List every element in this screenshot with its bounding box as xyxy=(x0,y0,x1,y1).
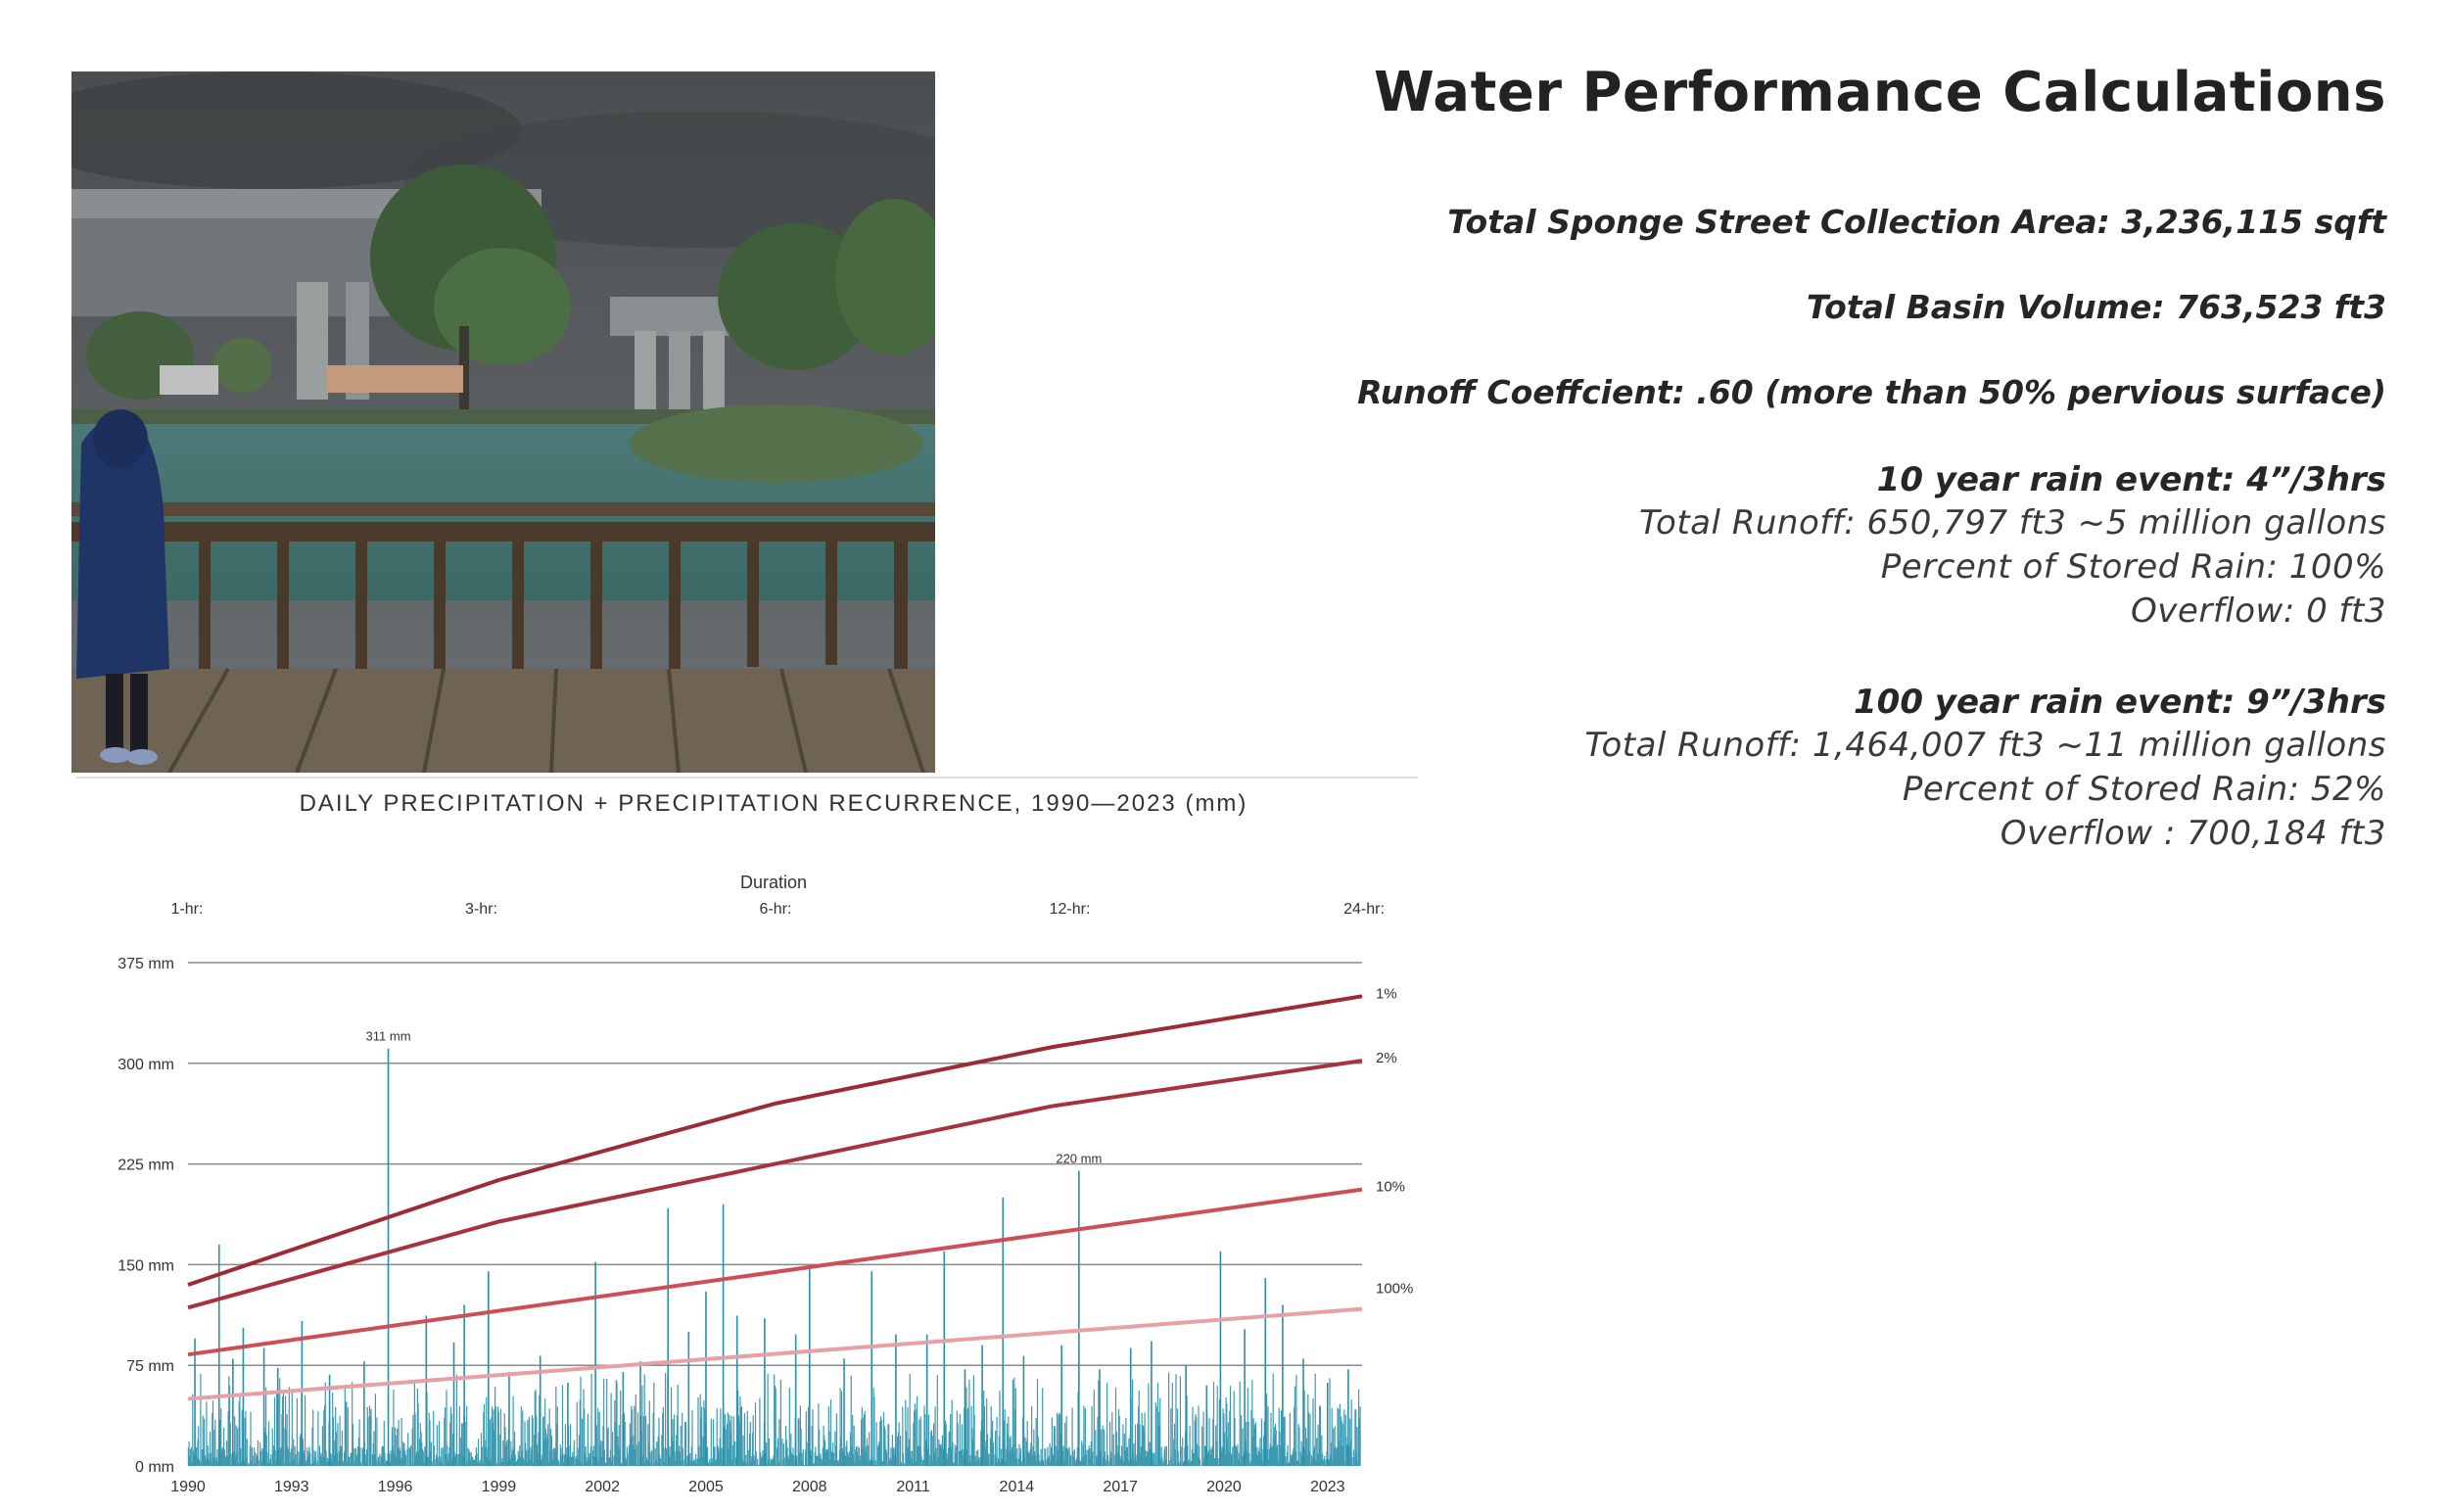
recurrence-curve xyxy=(187,1059,1363,1310)
peak-annotation: 311 mm xyxy=(366,1029,411,1044)
x-tick-label: 1993 xyxy=(274,1479,309,1495)
recurrence-curve xyxy=(187,1187,1363,1357)
water-performance-panel: Water Performance Calculations Total Spo… xyxy=(1231,61,2386,903)
y-tick-label: 225 mm xyxy=(118,1158,174,1174)
y-tick-label: 0 mm xyxy=(135,1459,174,1476)
stat-runoff-coefficient: Runoff Coeffcient: .60 (more than 50% pe… xyxy=(1357,373,2386,411)
y-tick-label: 150 mm xyxy=(118,1257,174,1274)
top-tick-label: 6-hr: xyxy=(760,901,792,918)
recurrence-label: 10% xyxy=(1376,1179,1405,1196)
event-total-runoff: Total Runoff: 1,464,007 ft3 ~11 million … xyxy=(1584,726,2386,765)
x-tick-label: 1999 xyxy=(482,1479,517,1495)
stat-basin-volume: Total Basin Volume: 763,523 ft3 xyxy=(1806,288,2386,326)
x-tick-label: 2017 xyxy=(1103,1479,1138,1495)
recurrence-label: 100% xyxy=(1376,1281,1413,1298)
recurrence-label: 1% xyxy=(1376,985,1397,1002)
x-tick-label: 1996 xyxy=(378,1479,413,1495)
daily-precipitation-background xyxy=(187,1372,1361,1466)
top-tick-label: 12-hr: xyxy=(1050,901,1091,918)
event-overflow: Overflow: 0 ft3 xyxy=(2131,591,2386,631)
render-illustration xyxy=(71,71,935,773)
panel-title: Water Performance Calculations xyxy=(1374,61,2386,124)
y-tick-label: 75 mm xyxy=(126,1358,174,1375)
recurrence-curve xyxy=(187,1306,1363,1401)
event-percent-stored: Percent of Stored Rain: 52% xyxy=(1902,770,2386,809)
top-axis-label: Duration xyxy=(740,873,807,892)
y-tick-label: 300 mm xyxy=(118,1057,174,1073)
event-total-runoff: Total Runoff: 650,797 ft3 ~5 million gal… xyxy=(1638,503,2386,543)
x-tick-label: 2002 xyxy=(585,1479,620,1495)
event-percent-stored: Percent of Stored Rain: 100% xyxy=(1880,547,2386,587)
event-overflow: Overflow : 700,184 ft3 xyxy=(2000,814,2386,853)
x-tick-label: 2011 xyxy=(896,1479,930,1495)
precipitation-chart: DAILY PRECIPITATION + PRECIPITATION RECU… xyxy=(76,777,1418,1508)
event-title: 100 year rain event: 9”/3hrs xyxy=(1854,683,2386,722)
recurrence-label: 2% xyxy=(1376,1050,1397,1066)
x-tick-label: 2014 xyxy=(1000,1479,1035,1495)
x-tick-label: 1990 xyxy=(170,1479,206,1495)
event-100-year: 100 year rain event: 9”/3hrs Total Runof… xyxy=(1231,681,2386,856)
x-tick-label: 2020 xyxy=(1206,1479,1242,1495)
event-title: 10 year rain event: 4”/3hrs xyxy=(1876,460,2386,499)
y-tick-label: 375 mm xyxy=(118,956,174,972)
top-tick-label: 3-hr: xyxy=(465,901,497,918)
chart-title: DAILY PRECIPITATION + PRECIPITATION RECU… xyxy=(300,790,1248,817)
x-tick-label: 2005 xyxy=(688,1479,724,1495)
event-10-year: 10 year rain event: 4”/3hrs Total Runoff… xyxy=(1231,458,2386,634)
peak-annotation: 220 mm xyxy=(1056,1151,1102,1165)
stat-collection-area: Total Sponge Street Collection Area: 3,2… xyxy=(1447,203,2386,241)
top-tick-label: 1-hr: xyxy=(171,901,204,918)
x-tick-label: 2023 xyxy=(1310,1479,1345,1495)
x-tick-label: 2008 xyxy=(792,1479,827,1495)
chart-top-rule xyxy=(76,777,1418,779)
top-tick-label: 24-hr: xyxy=(1343,901,1385,918)
recurrence-curve xyxy=(187,994,1363,1287)
